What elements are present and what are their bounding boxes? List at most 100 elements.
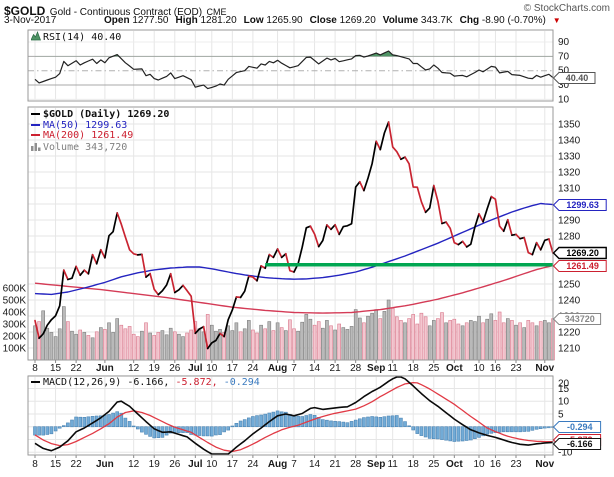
svg-text:10: 10 xyxy=(473,459,485,470)
svg-text:22: 22 xyxy=(71,459,83,470)
quote-field-label: Volume xyxy=(382,15,419,26)
volume-legend-row: Volume 343,720 xyxy=(31,142,169,154)
svg-text:50: 50 xyxy=(558,66,570,77)
quote-field-value: 1277.50 xyxy=(129,15,169,26)
svg-text:15: 15 xyxy=(50,363,62,374)
svg-text:1220: 1220 xyxy=(558,328,581,339)
svg-text:Jul: Jul xyxy=(188,363,203,374)
ma200-legend-value: 1261.49 xyxy=(91,130,134,141)
svg-text:Oct: Oct xyxy=(446,459,463,470)
volume-legend-value: 343,720 xyxy=(85,141,128,153)
symbol-description: Gold - Continuous Contract (EOD) xyxy=(49,7,203,18)
svg-text:17: 17 xyxy=(227,459,239,470)
svg-text:11: 11 xyxy=(387,363,398,374)
svg-text:1320: 1320 xyxy=(558,168,581,179)
svg-text:19: 19 xyxy=(149,363,161,374)
svg-text:-0.294: -0.294 xyxy=(567,422,593,432)
svg-text:Nov: Nov xyxy=(535,459,554,470)
svg-text:17: 17 xyxy=(227,363,239,374)
svg-text:19: 19 xyxy=(149,459,161,470)
quote-field-label: Chg xyxy=(459,15,480,26)
quote-field-label: Low xyxy=(243,15,264,26)
symbol: $GOLD xyxy=(4,4,46,18)
svg-text:Jun: Jun xyxy=(96,363,114,374)
svg-text:7: 7 xyxy=(291,363,297,374)
svg-text:22: 22 xyxy=(71,363,83,374)
price-legend-label: $GOLD (Daily) xyxy=(43,109,122,120)
price-line xyxy=(34,121,554,350)
svg-text:1330: 1330 xyxy=(558,152,581,163)
macd-main-line xyxy=(34,376,554,455)
svg-text:10: 10 xyxy=(206,459,218,470)
svg-text:-10: -10 xyxy=(558,448,573,459)
svg-text:1240: 1240 xyxy=(558,296,581,307)
ma200-legend-label: MA(200) xyxy=(43,130,86,141)
exchange: CME xyxy=(206,7,227,17)
svg-text:10: 10 xyxy=(473,363,485,374)
svg-text:15: 15 xyxy=(50,459,62,470)
svg-text:1310: 1310 xyxy=(558,184,581,195)
price-axis-badge: 1269.20 xyxy=(552,246,607,260)
macd-axis-badge: -0.294 xyxy=(552,421,602,433)
volume-bars-icon xyxy=(31,142,41,151)
svg-text:12: 12 xyxy=(128,363,140,374)
svg-text:21: 21 xyxy=(330,459,342,470)
svg-text:24: 24 xyxy=(247,363,259,374)
macd-hist-value: -0.294 xyxy=(223,377,260,388)
svg-text:Jul: Jul xyxy=(188,459,203,470)
svg-text:1250: 1250 xyxy=(558,280,581,291)
macd-value: -6.166, xyxy=(127,377,170,388)
macd-line-icon xyxy=(31,381,40,383)
svg-text:15: 15 xyxy=(558,384,570,395)
svg-text:11: 11 xyxy=(387,459,398,470)
price-axis-badge: 1261.49 xyxy=(552,260,607,272)
svg-text:12: 12 xyxy=(128,459,140,470)
date-axis-bottom: 8 15 22 Jun 12 19 26 Jul 10 17 24 Aug 7 14 21 28 Sep 11 18… xyxy=(32,455,555,470)
svg-text:23: 23 xyxy=(510,363,522,374)
svg-text:18: 18 xyxy=(408,459,420,470)
svg-text:23: 23 xyxy=(510,459,522,470)
svg-text:10: 10 xyxy=(558,94,570,105)
rsi-label: RSI(14) xyxy=(43,32,86,43)
svg-text:16: 16 xyxy=(490,363,502,374)
svg-text:25: 25 xyxy=(428,459,440,470)
svg-text:-6.166: -6.166 xyxy=(567,439,593,449)
svg-text:10: 10 xyxy=(558,397,570,408)
svg-text:14: 14 xyxy=(309,363,321,374)
price-axis-badge: 343720 xyxy=(552,313,602,325)
quote-field-value: 1281.20 xyxy=(197,15,237,26)
ma200-line xyxy=(34,264,554,314)
svg-text:24: 24 xyxy=(247,459,259,470)
quote-field-label: Open xyxy=(104,15,130,26)
rsi-value: 40.40 xyxy=(91,32,122,43)
macd-signal-value: -5.872, xyxy=(175,377,218,388)
svg-text:Aug: Aug xyxy=(268,363,287,374)
macd-signal-line xyxy=(34,381,554,453)
svg-text:Sep: Sep xyxy=(367,459,385,470)
price-legend-value: 1269.20 xyxy=(127,109,170,120)
ma50-line xyxy=(34,202,554,296)
svg-text:Sep: Sep xyxy=(367,363,385,374)
rsi-line xyxy=(34,50,554,90)
svg-text:Aug: Aug xyxy=(268,459,287,470)
ma200-legend-row: MA(200) 1261.49 xyxy=(31,130,169,142)
rsi-legend: RSI(14) 40.40 xyxy=(30,31,122,44)
rsi-area-icon xyxy=(30,31,42,41)
quote-date: 3-Nov-2017 xyxy=(4,15,57,26)
svg-text:26: 26 xyxy=(169,459,181,470)
svg-text:1290: 1290 xyxy=(558,216,581,227)
price-legend: $GOLD (Daily) 1269.20 MA(50) 1299.63 MA(… xyxy=(31,109,170,154)
svg-text:21: 21 xyxy=(330,363,342,374)
svg-text:1269.20: 1269.20 xyxy=(566,248,599,258)
svg-text:18: 18 xyxy=(408,363,420,374)
ma50-line-icon xyxy=(31,123,40,126)
rsi-panel: 90 70 50 30 10 40.40 xyxy=(27,29,596,105)
svg-text:200K: 200K xyxy=(3,332,27,343)
quote-row: 3-Nov-2017 Open 1277.50 High 1281.20 Low 12… xyxy=(4,15,610,27)
svg-text:1340: 1340 xyxy=(558,136,581,147)
quote-field-value: 1269.20 xyxy=(336,15,376,26)
